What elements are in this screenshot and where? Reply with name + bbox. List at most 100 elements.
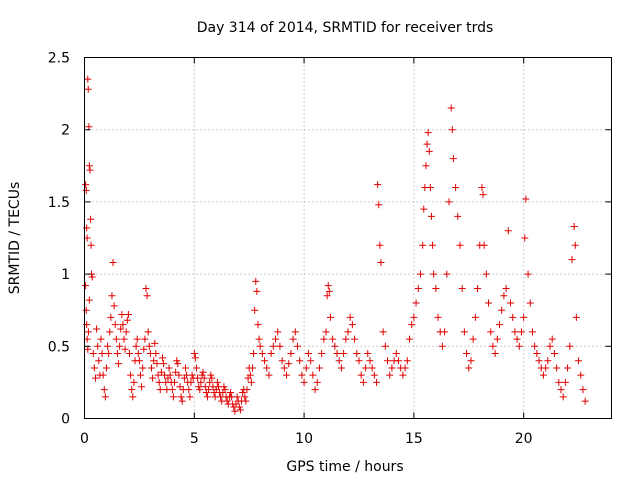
data-point (206, 378, 214, 386)
data-point (155, 378, 163, 386)
data-point (223, 397, 231, 405)
data-point (465, 364, 473, 372)
data-point (291, 328, 299, 336)
data-point (550, 350, 558, 358)
data-point (149, 374, 157, 382)
data-point (166, 371, 174, 379)
data-point (143, 292, 151, 300)
data-point (410, 313, 418, 321)
data-point (241, 393, 249, 401)
data-point (194, 374, 202, 382)
data-point (320, 335, 328, 343)
data-point (548, 335, 556, 343)
data-point (366, 357, 374, 365)
data-point (106, 328, 114, 336)
data-point (203, 393, 211, 401)
x-tick-label: 15 (405, 431, 423, 447)
data-point (252, 277, 260, 285)
data-point (326, 313, 334, 321)
data-point (517, 328, 525, 336)
data-point (287, 350, 295, 358)
y-tick-label: 1 (61, 267, 70, 283)
data-point (408, 321, 416, 329)
data-point (93, 325, 101, 333)
data-point (267, 350, 275, 358)
data-point (445, 198, 453, 206)
plot-frame (84, 57, 612, 419)
data-point (422, 162, 430, 170)
data-point (239, 389, 247, 397)
data-point (506, 299, 514, 307)
data-point (250, 350, 258, 358)
data-point (474, 285, 482, 293)
data-point (221, 386, 229, 394)
data-point (423, 140, 431, 148)
data-point (522, 195, 530, 203)
data-point (182, 364, 190, 372)
data-point (322, 328, 330, 336)
data-point (528, 328, 536, 336)
data-point (325, 287, 333, 295)
data-point (452, 183, 460, 191)
data-point (502, 285, 510, 293)
data-point (199, 368, 207, 376)
data-point (168, 386, 176, 394)
data-point (388, 364, 396, 372)
data-point (261, 357, 269, 365)
data-point (509, 313, 517, 321)
data-point (498, 306, 506, 314)
data-point (90, 364, 98, 372)
data-point (87, 215, 95, 223)
data-point (115, 360, 123, 368)
data-point (374, 181, 382, 189)
x-axis-label: GPS time / hours (286, 459, 403, 475)
data-point (272, 335, 280, 343)
data-point (89, 350, 97, 358)
data-point (329, 335, 337, 343)
data-point (373, 378, 381, 386)
data-point (235, 403, 243, 411)
data-point (359, 378, 367, 386)
data-point (438, 342, 446, 350)
data-point (276, 342, 284, 350)
data-point (487, 328, 495, 336)
data-point (395, 357, 403, 365)
data-point (447, 104, 455, 112)
data-point (152, 350, 160, 358)
data-point (392, 350, 400, 358)
data-point (274, 328, 282, 336)
data-point (195, 383, 203, 391)
y-axis-label: SRMTID / TECUs (7, 182, 23, 295)
data-point (511, 328, 519, 336)
data-point (521, 234, 529, 242)
data-point (176, 383, 184, 391)
data-point (504, 227, 512, 235)
data-point (405, 335, 413, 343)
data-point (86, 166, 94, 174)
data-point (101, 393, 109, 401)
data-point (145, 342, 153, 350)
data-point (561, 378, 569, 386)
data-point (190, 350, 198, 358)
data-point (142, 285, 150, 293)
data-point (128, 386, 136, 394)
data-point (323, 292, 331, 300)
data-point (251, 306, 259, 314)
data-point (82, 186, 90, 194)
data-point (300, 378, 308, 386)
data-point (377, 259, 385, 267)
data-point (157, 368, 165, 376)
data-point (150, 357, 158, 365)
data-point (333, 350, 341, 358)
data-point (309, 371, 317, 379)
data-point (151, 339, 159, 347)
x-tick-labels: 0 5 10 15 20 (80, 431, 533, 447)
data-point (84, 328, 92, 336)
data-point (313, 378, 321, 386)
data-point (119, 321, 127, 329)
data-point (174, 360, 182, 368)
data-point (318, 350, 326, 358)
data-point (110, 302, 118, 310)
data-point (91, 374, 99, 382)
